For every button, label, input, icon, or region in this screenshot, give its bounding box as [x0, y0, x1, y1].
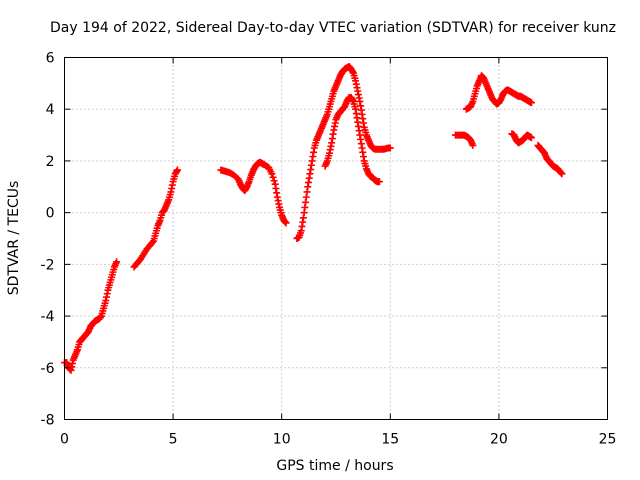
data-point — [375, 178, 383, 186]
y-tick-label: 4 — [46, 102, 55, 118]
x-axis-title: GPS time / hours — [276, 458, 393, 474]
data-point — [282, 219, 290, 227]
x-tick-label: 10 — [273, 432, 291, 448]
y-tick-label: -8 — [41, 413, 55, 429]
axis-ticks: 0 5 10 15 20 25 -8 -6 -4 -2 0 2 4 6 — [41, 51, 617, 448]
data-points — [61, 63, 566, 374]
data-point — [270, 177, 278, 185]
y-tick-label: 6 — [46, 51, 55, 67]
series-4 — [321, 94, 383, 186]
y-axis-title: SDTVAR / TECUs — [6, 181, 22, 296]
data-point — [527, 134, 535, 142]
data-point — [268, 170, 276, 178]
y-tick-label: -6 — [41, 361, 55, 377]
y-tick-label: 0 — [46, 206, 55, 222]
x-tick-label: 5 — [169, 432, 178, 448]
series-8 — [534, 141, 566, 178]
y-tick-label: -2 — [41, 257, 55, 273]
grid — [64, 57, 608, 420]
data-point — [469, 141, 477, 149]
data-point — [148, 238, 156, 246]
plot-frame — [64, 57, 608, 420]
data-point — [527, 99, 535, 107]
series-7 — [508, 130, 535, 147]
x-tick-label: 15 — [381, 432, 399, 448]
data-point — [386, 144, 394, 152]
series-0 — [61, 258, 121, 374]
x-tick-label: 0 — [60, 432, 69, 448]
series-6 — [462, 72, 535, 113]
series-5 — [451, 131, 477, 149]
x-tick-label: 25 — [599, 432, 617, 448]
series-3 — [293, 63, 394, 242]
data-point — [173, 166, 181, 174]
data-point — [113, 258, 121, 266]
chart-title: Day 194 of 2022, Sidereal Day-to-day VTE… — [50, 20, 616, 36]
series-2 — [217, 158, 290, 227]
y-tick-label: -4 — [41, 309, 55, 325]
x-tick-label: 20 — [490, 432, 508, 448]
series-1 — [130, 166, 181, 271]
data-point — [558, 170, 566, 178]
data-point — [269, 173, 277, 181]
y-tick-label: 2 — [46, 154, 55, 170]
